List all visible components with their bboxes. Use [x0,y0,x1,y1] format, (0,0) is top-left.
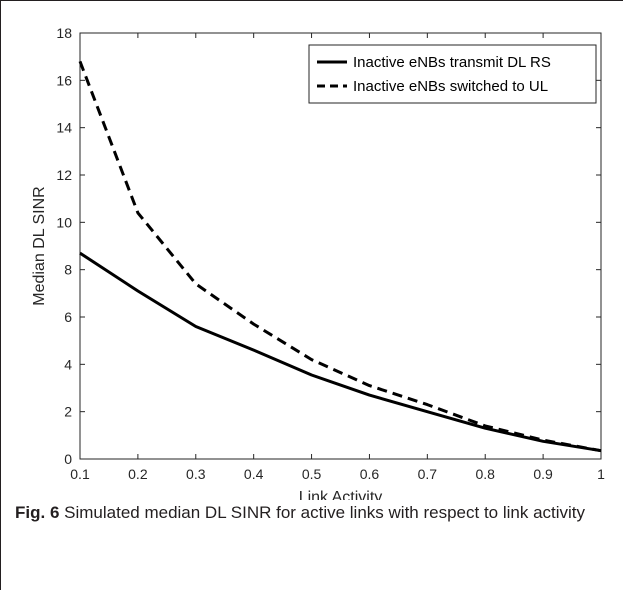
legend: Inactive eNBs transmit DL RS Inactive eN… [308,44,597,104]
legend-entry-transmit-dl-rs: Inactive eNBs transmit DL RS [353,54,551,71]
plot-area [79,32,602,460]
y-tick-label: 6 [64,309,72,325]
x-tick-label: 0.2 [128,466,148,482]
line-chart: 0.1 0.2 0.3 0.4 0.5 0.6 0.7 0.8 0.9 1 0 2 4 6 8 10 12 14… [31,25,605,500]
y-tick-label: 18 [56,25,72,41]
y-tick-label: 4 [64,356,72,372]
x-tick-label: 0.7 [418,466,438,482]
legend-entry-switched-to-ul: Inactive eNBs switched to UL [353,78,548,95]
x-tick-label: 0.4 [244,466,264,482]
y-tick-label: 14 [56,120,72,136]
plot-box [79,32,602,460]
y-tick-label: 10 [56,214,72,230]
x-tick-label: 0.3 [186,466,206,482]
series-layer [78,60,602,453]
y-tick-label: 8 [64,262,72,278]
frame-top-border [0,0,623,1]
x-tick-label: 0.9 [533,466,553,482]
y-axis-ticks: 0 2 4 6 8 10 12 14 16 18 [56,25,601,467]
caption-label: Fig. 6 [15,503,60,522]
x-tick-label: 0.8 [475,466,495,482]
x-tick-label: 1 [597,466,605,482]
y-tick-label: 0 [64,451,72,467]
x-tick-label: 0.1 [70,466,90,482]
y-tick-label: 16 [56,72,72,88]
caption-text: Simulated median DL SINR for active link… [59,503,586,522]
y-axis-label: Median DL SINR [31,186,48,305]
legend-box [308,44,597,104]
frame-left-border [0,0,1,590]
series-line-1 [78,60,602,453]
figure-caption: Fig. 6 Simulated median DL SINR for acti… [15,500,615,526]
y-tick-label: 2 [64,404,72,420]
y-tick-label: 12 [56,167,72,183]
x-tick-label: 0.6 [360,466,380,482]
x-tick-label: 0.5 [302,466,322,482]
x-axis-ticks: 0.1 0.2 0.3 0.4 0.5 0.6 0.7 0.8 0.9 1 [70,33,605,482]
series-line-0 [79,251,602,453]
x-axis-label: Link Activity [299,489,383,500]
